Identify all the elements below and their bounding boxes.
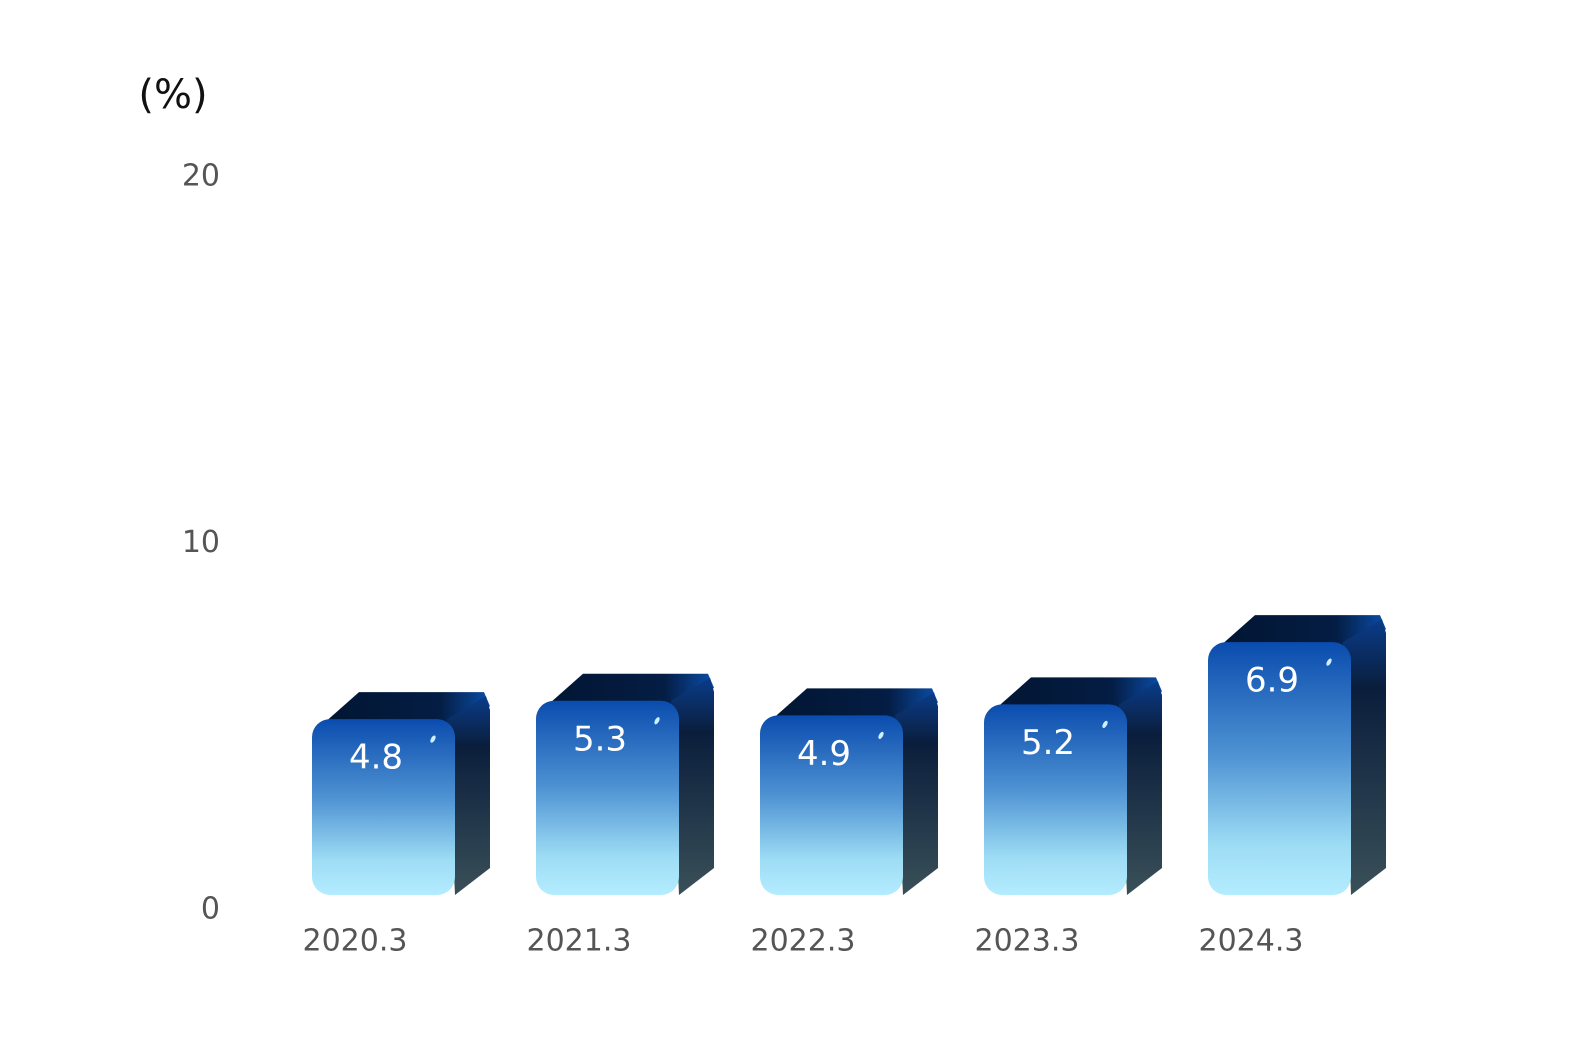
bar-shine xyxy=(1326,658,1332,666)
x-tick-label: 2020.3 xyxy=(303,924,408,959)
bar xyxy=(1208,615,1386,895)
x-tick-label: 2023.3 xyxy=(975,924,1080,959)
x-tick-label: 2021.3 xyxy=(527,924,632,959)
bar-side xyxy=(895,692,938,895)
value-label: 5.3 xyxy=(573,719,627,759)
bar xyxy=(984,677,1162,895)
bar-shine xyxy=(654,717,660,725)
bar xyxy=(536,673,714,895)
x-tick-label: 2022.3 xyxy=(751,924,856,959)
bar xyxy=(312,692,490,895)
y-axis-unit: (%) xyxy=(138,72,207,118)
bar-front xyxy=(536,700,679,895)
bar-shine xyxy=(430,735,436,743)
value-label: 5.2 xyxy=(1021,723,1075,763)
bar-front xyxy=(312,719,455,895)
bar-side xyxy=(1343,619,1386,895)
y-tick-label: 20 xyxy=(182,159,220,194)
bar-front xyxy=(760,715,903,895)
bar-shine xyxy=(1102,720,1108,729)
value-label: 4.9 xyxy=(797,734,851,774)
x-tick-label: 2024.3 xyxy=(1199,924,1304,959)
value-label: 4.8 xyxy=(349,738,403,778)
bar-side xyxy=(1119,681,1162,895)
bar-front xyxy=(984,704,1127,895)
bar xyxy=(760,688,938,895)
y-tick-label: 0 xyxy=(201,892,220,927)
bar-side xyxy=(671,677,714,895)
bar-shine xyxy=(878,731,884,740)
bar-front xyxy=(1208,642,1351,895)
y-tick-label: 10 xyxy=(182,525,220,560)
bar-side xyxy=(447,696,490,895)
value-label: 6.9 xyxy=(1245,661,1299,701)
